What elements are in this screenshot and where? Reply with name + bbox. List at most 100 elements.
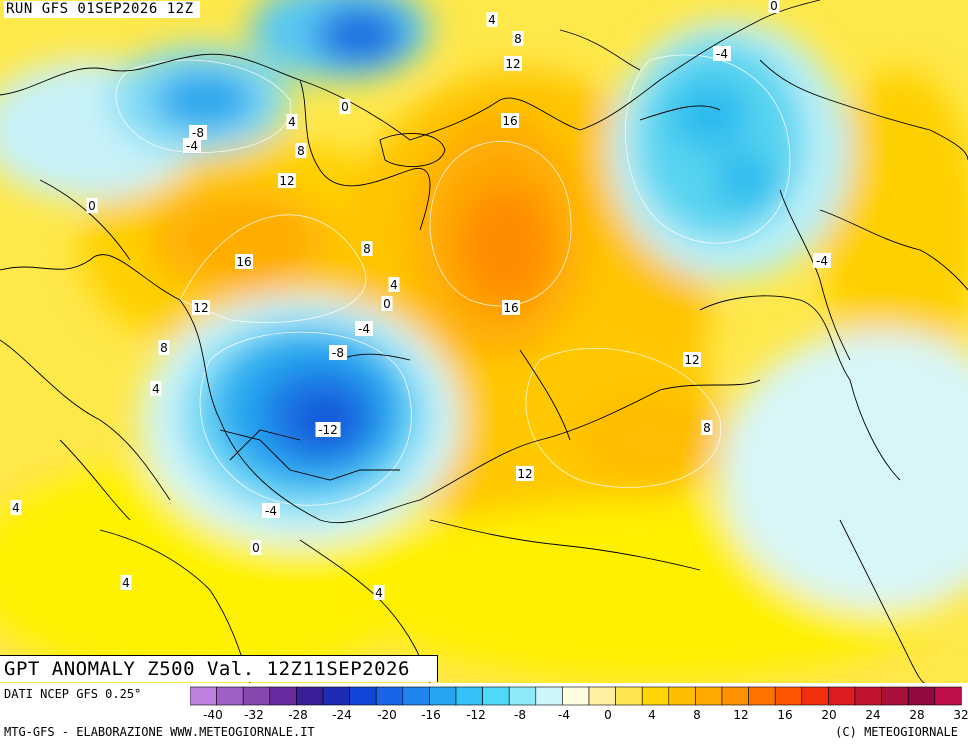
contour-label-bg (713, 46, 731, 61)
colorbar-tick-label: -28 (288, 708, 308, 722)
contour-label-bg (295, 143, 307, 158)
contour-label: -8 (332, 346, 344, 360)
colorbar-tick-label: -12 (466, 708, 486, 722)
contour-label-bg (381, 296, 393, 311)
contour-label-bg (86, 198, 98, 213)
contour-label-bg (373, 585, 385, 600)
colorbar-tick-label: -40 (203, 708, 223, 722)
contour-label-bg (315, 422, 341, 437)
colorbar-swatch (455, 686, 483, 706)
contour-label: -4 (265, 504, 277, 518)
colorbar-swatch (508, 686, 537, 706)
contour-label-bg (192, 300, 210, 315)
contour-label: 0 (341, 100, 349, 114)
contour-label: -4 (716, 47, 728, 61)
contour-label: 8 (363, 242, 371, 256)
colorbar-tick-label: 16 (777, 708, 793, 722)
contour-label: -4 (358, 322, 370, 336)
contour-label-bg (502, 300, 520, 315)
contour-lines-sharp (115, 54, 791, 506)
credit-right: (C) METEOGIORNALE (835, 725, 958, 739)
footer-bar: DATI NCEP GFS 0.25° -40 -32 -28 -24 -20 -16 -1… (0, 683, 968, 745)
contour-label-bg (516, 466, 534, 481)
contour-label-bg (683, 352, 701, 367)
contour-labels: 4812160-4-8-44812016812840-416-8-1212812… (10, 0, 831, 600)
colorbar-tick-label: -20 (377, 708, 397, 722)
contour-label-bg (329, 345, 347, 360)
contour-label: 4 (152, 382, 160, 396)
colorbar-swatch (588, 686, 616, 706)
colorbar-swatch (934, 686, 962, 706)
contour-label: 4 (375, 586, 383, 600)
run-label: RUN GFS 01SEP2026 12Z (4, 1, 200, 18)
contour-label: 8 (514, 32, 522, 46)
contour-label-bg (339, 99, 351, 114)
contour-label-bg (388, 277, 400, 292)
colorbar-tick-label: -24 (332, 708, 352, 722)
colorbar-swatch (375, 686, 404, 706)
colorbar-swatch (216, 686, 244, 706)
contour-label: 12 (684, 353, 699, 367)
colorbar-tick-label: 20 (821, 708, 837, 722)
contour-label-bg (813, 253, 831, 268)
colorbar-swatch (641, 686, 670, 706)
colorbar-swatch (190, 686, 217, 706)
contour-label: 0 (252, 541, 260, 555)
contour-label-bg (278, 173, 296, 188)
colorbar-tick-label: -16 (421, 708, 441, 722)
contour-label-bg (501, 113, 519, 128)
credit-left: MTG-GFS - ELABORAZIONE WWW.METEOGIORNALE… (4, 725, 315, 739)
contour-label-bg (10, 500, 22, 515)
colorbar-swatch (349, 686, 377, 706)
contour-label: 0 (383, 297, 391, 311)
colorbar-tick-label: 28 (909, 708, 925, 722)
colorbar-swatch (242, 686, 271, 706)
colorbar-swatch (482, 686, 510, 706)
colorbar-swatch (748, 686, 776, 706)
contour-label-bg (235, 254, 253, 269)
contour-label: 12 (505, 57, 520, 71)
colorbar-tick-label: 12 (733, 708, 749, 722)
colorbar-tick-label: 24 (865, 708, 881, 722)
data-source-label: DATI NCEP GFS 0.25° (4, 687, 142, 701)
contour-label: 4 (488, 13, 496, 27)
colorbar-tick-label: -32 (244, 708, 264, 722)
colorbar-swatch (881, 686, 909, 706)
contour-label-bg (504, 56, 522, 71)
contour-label: 8 (703, 421, 711, 435)
colorbar-swatch (615, 686, 643, 706)
colorbar-swatch (322, 686, 350, 706)
colorbar-tick-label: -4 (558, 708, 570, 722)
contour-label-bg (183, 138, 201, 153)
contour-label-bg (701, 420, 713, 435)
colorbar-tick-label: 0 (604, 708, 612, 722)
contour-label-bg (486, 12, 498, 27)
colorbar-swatch (668, 686, 696, 706)
contour-label: 4 (288, 115, 296, 129)
contour-label-bg (355, 321, 373, 336)
colorbar-swatch (854, 686, 882, 706)
contour-label: -12 (318, 423, 338, 437)
contour-label: 16 (236, 255, 251, 269)
contour-label: 4 (122, 576, 130, 590)
contour-label: -4 (816, 254, 828, 268)
contour-label-bg (768, 0, 780, 13)
colorbar-tick-label: 8 (693, 708, 701, 722)
colorbar-swatch (801, 686, 829, 706)
contour-label: 8 (160, 341, 168, 355)
colorbar-swatch (562, 686, 590, 706)
contour-label: -4 (186, 139, 198, 153)
colorbar-swatch (535, 686, 563, 706)
contour-label: -8 (192, 126, 204, 140)
contour-label-bg (512, 31, 524, 46)
colorbar-swatch (774, 686, 803, 706)
contour-label-bg (361, 241, 373, 256)
contour-label-bg (150, 381, 162, 396)
contour-label: 16 (502, 114, 517, 128)
colorbar-swatch (907, 686, 936, 706)
contour-label: 16 (503, 301, 518, 315)
map-canvas: 4812160-4-8-44812016812840-416-8-1212812… (0, 0, 968, 683)
contour-label: 4 (390, 278, 398, 292)
contour-label: 4 (12, 501, 20, 515)
contour-label-bg (189, 125, 207, 140)
